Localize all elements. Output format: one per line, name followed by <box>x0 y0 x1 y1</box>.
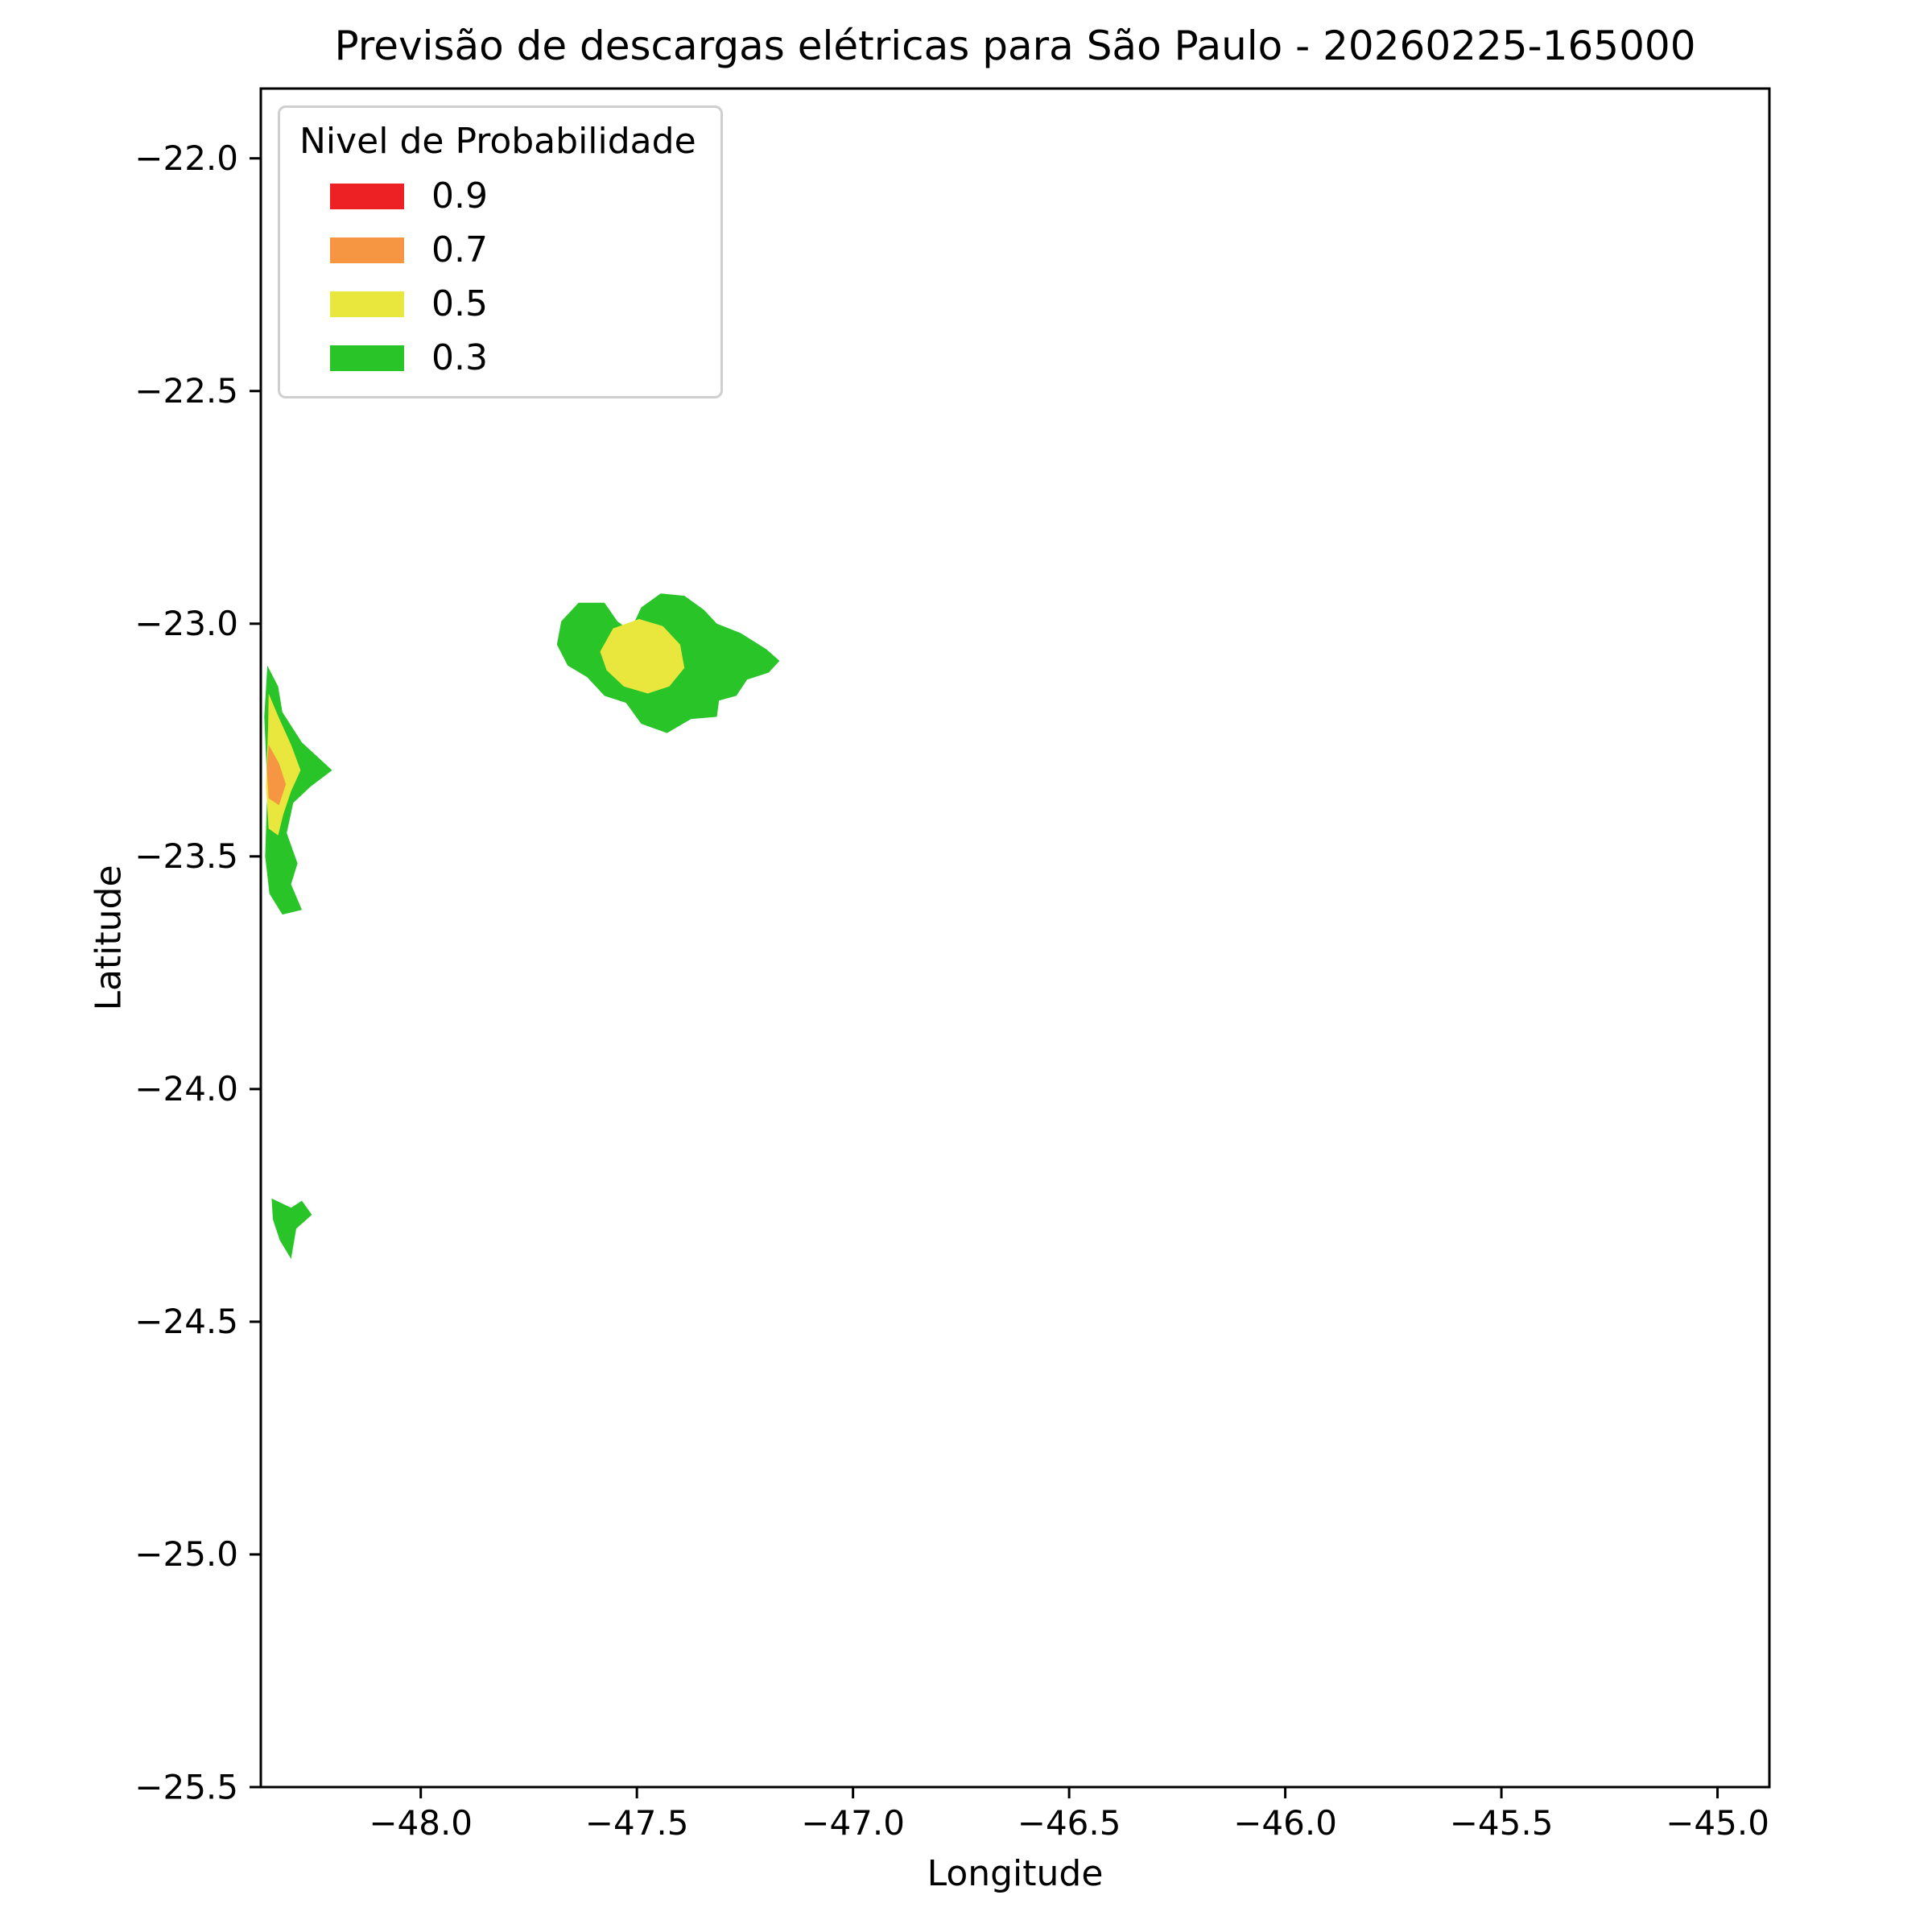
legend-swatch-0.7 <box>330 237 404 263</box>
y-tick-label: −25.5 <box>134 1767 238 1806</box>
legend-swatch-0.3 <box>330 345 404 371</box>
y-axis-label: Latitude <box>88 865 130 1011</box>
x-tick-label: −45.0 <box>1666 1803 1769 1843</box>
y-tick-label: −23.5 <box>134 836 238 876</box>
legend-label: 0.5 <box>431 283 488 324</box>
contour-region-west-peak-p0.7 <box>266 745 287 806</box>
legend-entry-0.5: 0.5 <box>330 283 696 324</box>
legend-label: 0.3 <box>431 337 488 378</box>
legend-entry-0.3: 0.3 <box>330 337 696 378</box>
y-tick-label: −22.5 <box>134 371 238 411</box>
x-axis-ticks: −48.0 −47.5 −47.0 −46.5 −46.0 −45.5 −45.0 <box>369 1787 1769 1843</box>
legend-swatch-0.9 <box>330 183 404 209</box>
legend-title: Nivel de Probabilidade <box>299 121 696 162</box>
x-tick-label: −47.0 <box>801 1803 905 1843</box>
legend-label: 0.7 <box>431 229 488 270</box>
legend-entries: 0.9 0.7 0.5 0.3 <box>299 175 696 378</box>
legend-label: 0.9 <box>431 175 488 217</box>
x-tick-label: −45.5 <box>1450 1803 1554 1843</box>
y-tick-label: −25.0 <box>134 1534 238 1574</box>
chart-title: Previsão de descargas elétricas para São… <box>334 23 1696 69</box>
y-tick-label: −22.0 <box>134 138 238 178</box>
x-tick-label: −48.0 <box>369 1803 473 1843</box>
x-axis-label: Longitude <box>927 1853 1104 1894</box>
legend-entry-0.9: 0.9 <box>330 175 696 217</box>
legend-entry-0.7: 0.7 <box>330 229 696 270</box>
y-axis-ticks: −22.0 −22.5 −23.0 −23.5 −24.0 −24.5 −25.0 −25.5 <box>134 138 261 1806</box>
y-tick-label: −23.0 <box>134 604 238 643</box>
legend-swatch-0.5 <box>330 291 404 317</box>
x-tick-label: −47.5 <box>585 1803 689 1843</box>
y-tick-label: −24.5 <box>134 1302 238 1341</box>
legend: Nivel de Probabilidade 0.9 0.7 0.5 0.3 <box>278 105 723 398</box>
contour-regions <box>264 593 780 1259</box>
y-tick-label: −24.0 <box>134 1069 238 1108</box>
x-tick-label: −46.5 <box>1018 1803 1121 1843</box>
axes-spines <box>259 87 1771 1789</box>
contour-region-southwest-p0.3 <box>271 1198 312 1259</box>
contour-region-central-core-p0.5 <box>600 619 685 694</box>
x-tick-label: −46.0 <box>1233 1803 1337 1843</box>
